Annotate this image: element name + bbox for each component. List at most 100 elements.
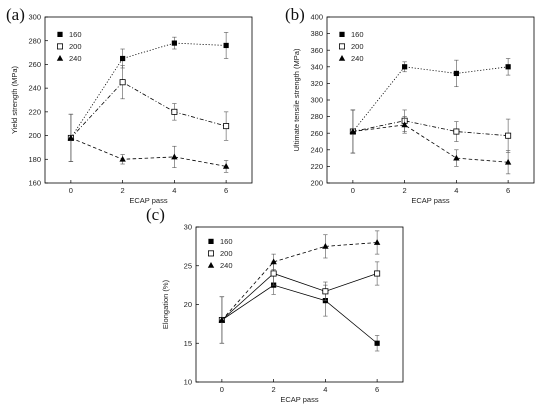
panel-letter: (b) <box>285 5 305 24</box>
data-point <box>222 163 230 169</box>
y-tick-label: 380 <box>310 29 323 38</box>
data-point <box>67 134 75 141</box>
data-point <box>171 153 178 160</box>
legend-marker <box>207 262 215 268</box>
data-point <box>374 270 381 277</box>
y-axis-label: Yield strength (MPa) <box>10 65 19 134</box>
data-point <box>349 128 357 134</box>
y-tick-label: 200 <box>28 131 41 140</box>
legend-marker <box>208 238 214 244</box>
x-tick-label: 0 <box>220 385 224 394</box>
legend-label: 160 <box>220 237 233 246</box>
data-point <box>322 242 329 249</box>
series-160 <box>350 58 511 154</box>
y-tick-label: 200 <box>310 179 323 188</box>
x-tick-label: 6 <box>224 186 228 195</box>
y-axis-label: Ultimate tensile strength (MPa) <box>292 48 301 151</box>
legend-marker <box>338 55 346 61</box>
x-tick-label: 2 <box>403 186 407 195</box>
data-point <box>453 70 459 77</box>
y-tick-label: 240 <box>310 145 323 154</box>
series-line <box>221 273 378 321</box>
legend-label: 240 <box>220 261 233 270</box>
data-point <box>270 270 277 277</box>
panel-letter: (c) <box>146 205 165 224</box>
series-200 <box>218 261 381 344</box>
y-axis-label: Elongation (%) <box>161 279 170 329</box>
y-tick-label: 30 <box>184 223 192 232</box>
y-tick-label: 400 <box>310 13 323 22</box>
x-tick-label: 2 <box>121 186 125 195</box>
y-tick-label: 10 <box>184 378 192 387</box>
x-tick-label: 4 <box>454 186 458 195</box>
y-tick-label: 260 <box>28 60 41 69</box>
data-point <box>453 128 460 135</box>
y-tick-label: 160 <box>28 179 41 188</box>
data-point <box>223 42 229 49</box>
data-point <box>373 239 381 245</box>
series-line <box>221 242 378 321</box>
series-line <box>70 81 227 139</box>
panel-letter: (a) <box>6 5 25 24</box>
data-point <box>119 155 126 162</box>
data-point <box>504 158 512 165</box>
legend-marker <box>339 31 345 37</box>
x-tick-label: 4 <box>172 186 176 195</box>
data-point <box>453 154 460 161</box>
legend-label: 160 <box>351 30 364 39</box>
data-point <box>374 340 380 346</box>
x-axis-label: ECAP pass <box>129 196 167 205</box>
legend-label: 240 <box>351 54 364 63</box>
series-200 <box>349 109 512 154</box>
series-240 <box>218 230 381 344</box>
legend-label: 200 <box>69 42 82 51</box>
x-tick-label: 2 <box>272 385 276 394</box>
chart-panel-3: (c) 10 15 20 25 30 0 2 4 6 ECAP pass Elongation (%)… <box>146 205 404 404</box>
y-tick-label: 25 <box>184 261 192 270</box>
x-tick-label: 4 <box>323 385 327 394</box>
y-tick-label: 220 <box>28 107 41 116</box>
legend-marker <box>57 43 64 50</box>
legend-marker <box>56 55 64 61</box>
legend-marker <box>57 31 63 37</box>
series-line <box>352 120 509 137</box>
y-tick-label: 280 <box>310 112 323 121</box>
data-point <box>218 316 226 323</box>
data-point <box>270 258 277 265</box>
series-200 <box>67 65 230 162</box>
data-point <box>223 123 230 130</box>
chart-panel-2: (b) 200 220 240 260 280 300 320 340 360 380 400 0 2 4 6… <box>285 5 535 205</box>
series-line <box>352 66 509 132</box>
legend-label: 200 <box>220 249 233 258</box>
data-point <box>322 288 329 295</box>
data-point <box>402 64 408 70</box>
data-point <box>120 55 126 62</box>
x-tick-label: 6 <box>375 385 379 394</box>
y-tick-label: 360 <box>310 46 323 55</box>
series-line <box>221 284 378 344</box>
data-point <box>119 79 126 86</box>
series-240 <box>67 113 230 173</box>
series-line <box>70 137 227 167</box>
data-point <box>171 108 178 115</box>
y-tick-label: 240 <box>28 84 41 93</box>
legend-marker <box>338 43 345 50</box>
x-tick-label: 6 <box>506 186 510 195</box>
series-line <box>352 124 509 163</box>
x-tick-label: 0 <box>351 186 355 195</box>
x-axis-label: ECAP pass <box>280 395 318 404</box>
legend-label: 160 <box>69 30 82 39</box>
legend-label: 200 <box>351 42 364 51</box>
y-tick-label: 15 <box>184 339 192 348</box>
series-240 <box>349 109 512 175</box>
y-tick-label: 20 <box>184 300 192 309</box>
data-point <box>171 40 177 46</box>
chart-panel-1: (a) 160 180 200 220 240 260 280 300 0 2 4 6 ECAP pass… <box>6 5 253 205</box>
legend-marker <box>207 250 214 257</box>
y-tick-label: 180 <box>28 155 41 164</box>
series-line <box>70 42 227 139</box>
y-tick-label: 300 <box>28 13 41 22</box>
y-tick-label: 300 <box>310 96 323 105</box>
y-tick-label: 280 <box>28 36 41 45</box>
data-point <box>505 64 511 70</box>
